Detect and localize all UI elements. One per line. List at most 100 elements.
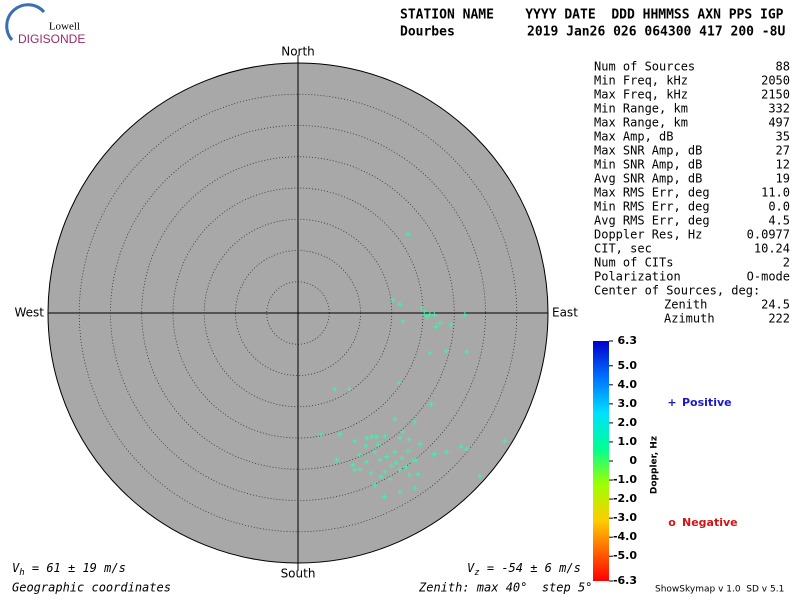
source-point [400,318,406,324]
source-point [397,489,403,495]
colorbar-tick-label: -4.0 [613,530,637,543]
stat-label: CIT, sec [594,242,652,256]
logo-bottom: DIGISONDE [18,32,85,46]
colorbar-label: Doppler, Hz [650,436,660,494]
source-point [428,401,434,407]
source-point [444,449,450,455]
coords-label: Geographic coordinates [12,581,171,595]
source-point [427,311,433,317]
dir-east: East [552,306,578,320]
stat-label: Max RMS Err, deg [594,186,710,200]
header-values: 2019 Jan26 026 064300 417 200 -8U [527,25,785,40]
source-point [410,458,416,464]
source-point [346,386,352,392]
source-point [427,350,433,356]
source-point [337,431,343,437]
stat-value: 88 [776,60,790,74]
dir-west: West [14,306,44,320]
source-point [403,464,409,470]
colorbar-tick-label: 2.0 [618,416,638,429]
stat-label: Min Range, km [594,102,688,116]
source-point [437,320,443,326]
stat-label: Max Range, km [594,116,688,130]
source-point [397,435,403,441]
source-point [413,457,419,463]
stat-label: Max Freq, kHz [594,88,688,102]
center-row-value: 222 [768,312,790,326]
source-point [458,444,464,450]
stat-label: Avg SNR Amp, dB [594,172,702,186]
stat-value: 11.0 [761,186,790,200]
version: ShowSkymap v 1.0 SD v 5.1 [655,585,784,595]
stat-value: 0.0977 [747,228,790,242]
source-point [375,442,381,448]
source-point [412,419,418,425]
source-point [372,482,378,488]
source-point [431,312,437,318]
stat-label: Max Amp, dB [594,130,673,144]
source-point [415,471,421,477]
logo-arc [5,3,46,41]
source-point [381,494,387,500]
source-point [363,443,369,449]
source-point [400,429,406,435]
stat-value: O-mode [747,270,790,284]
source-point [364,459,370,465]
source-point [397,301,403,307]
header-station: Dourbes [400,25,455,40]
source-point [378,474,384,480]
stat-value: 332 [768,102,790,116]
stat-value: 12 [776,158,790,172]
colorbar-tick-label: -6.3 [613,574,637,587]
colorbar-tick-label: 6.3 [618,334,638,347]
source-point [332,386,338,392]
source-point [405,448,411,454]
stat-value: 2150 [761,88,790,102]
center-row-label: Zenith [664,298,707,312]
source-point [464,349,470,355]
source-point [396,380,402,386]
stat-label: Min SNR Amp, dB [594,158,702,172]
source-point [352,467,358,473]
stat-label: Min Freq, kHz [594,74,688,88]
source-point [357,452,363,458]
source-point [421,309,427,315]
stat-value: 0.0 [768,200,790,214]
source-point [382,469,388,475]
colorbar-tick-label: 4.0 [618,378,638,391]
stat-value: 2 [783,256,790,270]
stat-value: 497 [768,116,790,130]
stat-label: Num of CITs [594,256,673,270]
legend-name: Negative [682,516,738,529]
source-point [417,441,423,447]
source-point [377,457,383,463]
source-point [357,466,363,472]
colorbar-tick-label: -3.0 [613,511,637,524]
source-point [384,454,390,460]
source-point [393,460,399,466]
source-point [462,312,468,318]
source-point [369,434,375,440]
source-point [350,462,356,468]
source-point [477,473,483,479]
source-point [405,231,411,237]
vh-label: Vh = 61 ± 19 m/s [12,561,126,578]
source-point [352,438,358,444]
source-point [318,432,324,438]
source-point [406,437,412,443]
source-point [392,416,398,422]
source-point [392,449,398,455]
stat-label: Doppler Res, Hz [594,228,702,242]
dir-south: South [281,567,316,581]
source-point [431,451,437,457]
stat-value: 27 [776,144,790,158]
stat-label: Max SNR Amp, dB [594,144,702,158]
source-point [399,455,405,461]
colorbar-tick-label: 5.0 [618,359,638,372]
source-point [390,297,396,303]
stat-label: Min RMS Err, deg [594,200,710,214]
vz-label: Vz = -54 ± 6 m/s [467,561,581,578]
stat-value: 2050 [761,74,790,88]
colorbar-tick-label: 3.0 [618,397,638,410]
logo-top: Lowell [49,21,80,33]
